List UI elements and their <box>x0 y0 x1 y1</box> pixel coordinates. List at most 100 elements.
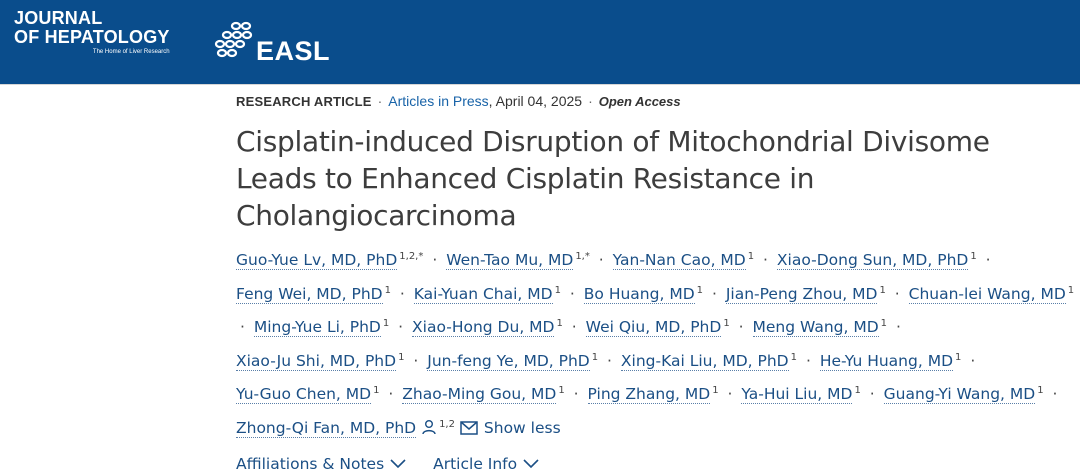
author-name-link[interactable]: Zhong-Qi Fan, MD, PhD <box>236 418 417 438</box>
article-info-links: Affiliations & Notes Article Info <box>236 455 1076 473</box>
author-separator: · <box>895 318 901 336</box>
affiliation-superscript: 1 <box>382 318 390 329</box>
author-entry: Ya-Hui Liu, MD 1 <box>741 385 861 404</box>
author-entry: Kai-Yuan Chai, MD 1 <box>413 284 561 304</box>
author-name-link[interactable]: Meng Wang, MD <box>752 318 879 337</box>
affiliation-superscript: 1,2 <box>439 418 455 430</box>
author-separator: · <box>573 385 579 403</box>
author-separator: · <box>805 351 811 370</box>
author-name-link[interactable]: Jun-feng Ye, MD, PhD <box>427 351 590 371</box>
affiliation-superscript: 1 <box>696 284 704 296</box>
author-entry: Zhong-Qi Fan, MD, PhD 1,2 <box>236 418 455 438</box>
author-separator: · <box>970 351 976 370</box>
author-separator: · <box>1052 385 1058 403</box>
author-name-link[interactable]: Ming-Yue Li, PhD <box>253 318 381 337</box>
affiliation-superscript: 1 <box>558 385 565 396</box>
author-name-link[interactable]: Guo-Yue Lv, MD, PhD <box>236 251 398 270</box>
affiliation-superscript: 1,* <box>575 251 590 262</box>
affiliation-superscript: 1 <box>591 351 599 363</box>
author-name-link[interactable]: Zhao-Ming Gou, MD <box>402 385 557 404</box>
author-separator: · <box>432 251 438 269</box>
affiliation-superscript: 1 <box>1037 385 1044 396</box>
affiliation-superscript: 1 <box>712 385 719 396</box>
easl-wordmark: EASL <box>256 36 331 66</box>
affiliation-superscript: 1 <box>790 351 797 363</box>
article-header: RESEARCH ARTICLE · Articles in Press, Apri… <box>236 86 1076 473</box>
author-name-link[interactable]: Yu-Guo Chen, MD <box>236 385 372 404</box>
author-name-link[interactable]: He-Yu Huang, MD <box>819 351 954 371</box>
author-name-link[interactable]: Xiao-Hong Du, MD <box>412 318 555 337</box>
affiliation-superscript: 1 <box>747 251 755 262</box>
author-separator: · <box>607 351 612 370</box>
author-separator: · <box>399 284 405 303</box>
article-info-toggle[interactable]: Article Info <box>433 455 539 473</box>
author-entry: Jian-Peng Zhou, MD 1 <box>725 284 886 304</box>
author-entry: Chuan-lei Wang, MD 1 <box>908 284 1075 304</box>
author-separator: · <box>598 251 604 269</box>
easl-logo[interactable]: EASL <box>214 14 330 67</box>
author-entry: Guang-Yi Wang, MD 1 <box>883 385 1044 404</box>
author-name-link[interactable]: Bo Huang, MD <box>583 284 695 304</box>
author-separator: · <box>571 318 577 336</box>
affiliation-superscript: 1 <box>384 284 391 296</box>
affiliation-superscript: 1 <box>398 351 405 363</box>
author-separator: · <box>869 385 875 403</box>
author-name-link[interactable]: Xiao-Ju Shi, MD, PhD <box>236 351 397 371</box>
affiliation-superscript: 1 <box>880 318 888 329</box>
article-meta: RESEARCH ARTICLE · Articles in Press, Apri… <box>236 93 1076 109</box>
show-less-button[interactable]: Show less <box>483 418 561 437</box>
author-entry: Xing-Kai Liu, MD, PhD 1 <box>620 351 797 371</box>
affiliations-toggle[interactable]: Affiliations & Notes <box>236 455 406 473</box>
author-separator: · <box>388 385 394 403</box>
author-name-link[interactable]: Wen-Tao Mu, MD <box>446 251 574 270</box>
author-name-link[interactable]: Xiao-Dong Sun, MD, PhD <box>776 251 969 270</box>
author-name-link[interactable]: Ping Zhang, MD <box>587 385 711 404</box>
author-separator: · <box>894 284 900 303</box>
author-entry: Wen-Tao Mu, MD 1,* <box>446 251 590 270</box>
author-separator: · <box>413 351 419 370</box>
author-entry: Feng Wei, MD, PhD 1 <box>236 284 391 304</box>
easl-dots-icon <box>214 21 253 57</box>
journal-logo-line1: JOURNAL <box>14 8 103 28</box>
article-title: Cisplatin-induced Disruption of Mitochon… <box>236 125 990 232</box>
author-name-link[interactable]: Jian-Peng Zhou, MD <box>725 284 878 304</box>
article-info-label: Article Info <box>433 455 518 473</box>
author-name-link[interactable]: Wei Qiu, MD, PhD <box>585 318 722 337</box>
author-name-link[interactable]: Guang-Yi Wang, MD <box>883 385 1036 404</box>
author-name-link[interactable]: Xing-Kai Liu, MD, PhD <box>620 351 789 371</box>
author-entry: Yu-Guo Chen, MD 1 <box>236 385 379 404</box>
open-access-badge: Open Access <box>598 94 681 109</box>
article-type: RESEARCH ARTICLE <box>236 94 372 109</box>
author-separator: · <box>763 251 768 269</box>
journal-tagline: The Home of Liver Research <box>92 49 170 55</box>
author-name-link[interactable]: Feng Wei, MD, PhD <box>236 284 383 304</box>
author-separator: · <box>398 318 404 336</box>
author-name-link[interactable]: Kai-Yuan Chai, MD <box>413 284 553 304</box>
author-entry: Guo-Yue Lv, MD, PhD 1,2,* <box>236 251 424 270</box>
publication-date: , April 04, 2025 <box>488 93 583 109</box>
author-name-link[interactable]: Yan-Nan Cao, MD <box>612 251 746 270</box>
author-entry: Wei Qiu, MD, PhD 1 <box>585 318 730 337</box>
author-entry: Xiao-Ju Shi, MD, PhD 1 <box>236 351 405 371</box>
affiliation-superscript: 1 <box>556 318 563 329</box>
affiliation-superscript: 1 <box>554 284 561 296</box>
author-entry: Zhao-Ming Gou, MD 1 <box>402 385 565 404</box>
author-separator: · <box>240 318 245 336</box>
author-separator: · <box>985 251 991 269</box>
author-entry: Meng Wang, MD 1 <box>752 318 888 337</box>
author-separator: · <box>569 284 575 303</box>
email-icon[interactable] <box>460 420 478 435</box>
author-list: Guo-Yue Lv, MD, PhD 1,2,* · Wen-Tao Mu, M… <box>236 242 1076 443</box>
journal-logo[interactable]: JOURNAL OF HEPATOLOGY The Home of Liver … <box>14 9 170 56</box>
journal-logo-line2: OF HEPATOLOGY <box>14 27 170 47</box>
author-separator: · <box>711 284 717 303</box>
meta-separator: · <box>588 93 593 109</box>
articles-in-press-link[interactable]: Articles in Press <box>388 93 489 109</box>
author-name-link[interactable]: Chuan-lei Wang, MD <box>908 284 1066 304</box>
author-name-link[interactable]: Ya-Hui Liu, MD <box>741 385 853 404</box>
chevron-down-icon <box>523 459 539 469</box>
affiliation-superscript: 1 <box>970 251 977 262</box>
affiliation-superscript: 1,2,* <box>399 251 424 262</box>
author-entry: Ming-Yue Li, PhD 1 <box>253 318 390 337</box>
affiliation-superscript: 1 <box>1067 284 1075 296</box>
